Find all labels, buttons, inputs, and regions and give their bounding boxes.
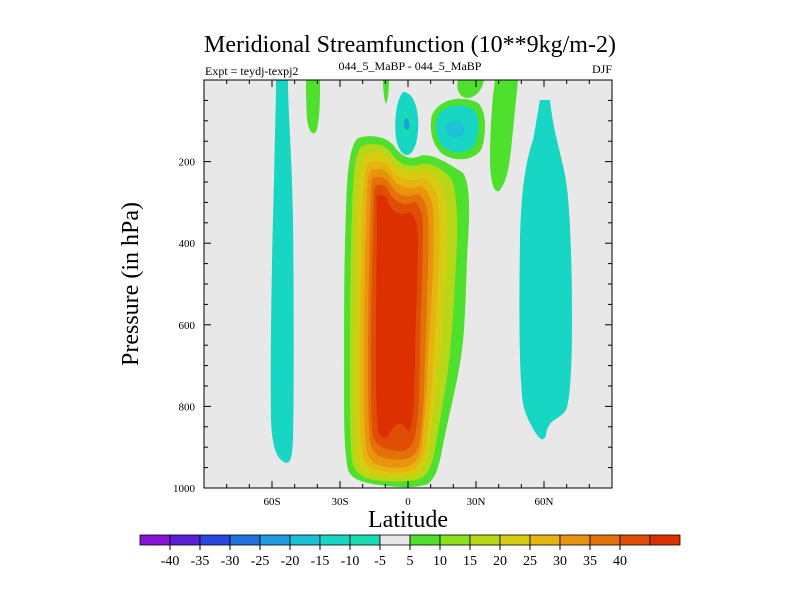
nh-high-lat-cell — [519, 100, 572, 440]
colorbar-label: -10 — [341, 554, 360, 569]
colorbar-label: 25 — [523, 554, 537, 569]
x-tick-label: 60S — [263, 496, 280, 508]
colorbar-label: 5 — [407, 554, 414, 569]
axes: 60S 30S 0 30N 60N 200 400 600 800 1000 — [173, 80, 612, 508]
y-axis-label: Pressure (in hPa) — [118, 202, 144, 366]
colorbar-label: -25 — [251, 554, 270, 569]
colorbar-swatch — [289, 534, 321, 546]
colorbar-label: -30 — [221, 554, 240, 569]
x-tick-label: 30S — [331, 496, 348, 508]
y-tick-label: 600 — [179, 320, 196, 332]
colorbar: -40 -35 -30 -25 -20 -15 -10 -5 5 10 15 20 25 30 35 40 — [139, 534, 681, 569]
colorbar-label: 30 — [553, 554, 567, 569]
colorbar-swatch — [169, 534, 201, 546]
contour-field — [270, 80, 572, 488]
colorbar-swatch — [589, 534, 621, 546]
colorbar-label: -35 — [191, 554, 210, 569]
colorbar-swatch — [559, 534, 591, 546]
colorbar-swatch — [349, 534, 381, 546]
subtitle-center: 044_5_MaBP - 044_5_MaBP — [339, 59, 482, 73]
x-tick-label: 0 — [405, 496, 411, 508]
colorbar-label: 35 — [583, 554, 597, 569]
x-axis-label: Latitude — [368, 507, 448, 533]
colorbar-swatch — [199, 534, 231, 546]
chart-title: Meridional Streamfunction (10**9kg/m-2) — [204, 32, 616, 58]
y-tick-label: 1000 — [173, 483, 196, 495]
colorbar-label: -40 — [161, 554, 180, 569]
colorbar-swatch — [619, 534, 651, 546]
colorbar-swatch — [259, 534, 291, 546]
colorbar-swatch — [499, 534, 531, 546]
colorbar-swatch — [319, 534, 351, 546]
y-tick-label: 400 — [179, 238, 196, 250]
subtitle-left: Expt = teydj-texpj2 — [205, 64, 298, 78]
colorbar-label: 15 — [463, 554, 477, 569]
nh-upper-cell-c — [457, 80, 484, 98]
y-tick-label: 800 — [179, 401, 196, 413]
y-tick-label: 200 — [179, 157, 196, 169]
colorbar-swatch — [409, 534, 441, 546]
upper-equatorial-core — [404, 118, 410, 130]
colorbar-label: 40 — [613, 554, 627, 569]
colorbar-label: 10 — [433, 554, 447, 569]
colorbar-swatch — [139, 534, 171, 546]
hadley-core-40 — [376, 194, 418, 438]
colorbar-label: -5 — [374, 554, 386, 569]
colorbar-label: -20 — [281, 554, 300, 569]
subtitle-right: DJF — [592, 62, 612, 76]
sh-high-lat-cell — [270, 80, 294, 463]
nh-upper-cell-a-core — [445, 120, 465, 138]
colorbar-label: 20 — [493, 554, 507, 569]
equatorial-top — [383, 80, 389, 104]
x-tick-label: 30N — [467, 496, 486, 508]
colorbar-swatch — [379, 534, 411, 546]
colorbar-label: -15 — [311, 554, 330, 569]
colorbar-swatch — [529, 534, 561, 546]
nh-upper-cell-b — [490, 80, 518, 192]
colorbar-swatch — [649, 534, 681, 546]
x-tick-label: 60N — [535, 496, 554, 508]
colorbar-swatch — [469, 534, 501, 546]
plot-frame — [203, 79, 613, 489]
sh-upper-cell — [306, 80, 320, 134]
colorbar-swatch — [439, 534, 471, 546]
colorbar-swatch — [229, 534, 261, 546]
